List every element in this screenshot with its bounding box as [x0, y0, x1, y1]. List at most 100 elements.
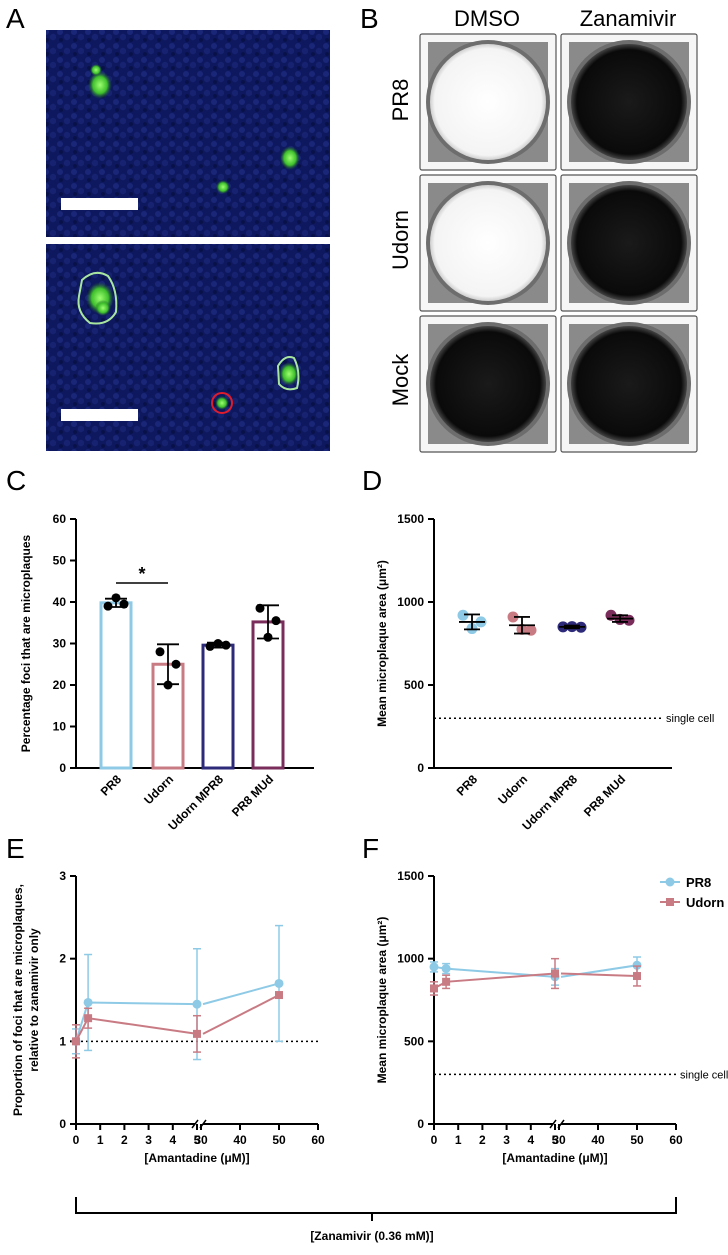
bar: [99, 601, 133, 770]
data-point: [103, 601, 113, 611]
series-line: [75, 1001, 198, 1042]
bar: [251, 620, 285, 770]
data-point: [163, 680, 173, 690]
x-axis-label: [Amantadine (μM)]: [144, 1151, 249, 1165]
data-point: [263, 632, 273, 642]
y-tick-label: 1500: [397, 512, 424, 526]
scale-bar: [61, 198, 138, 210]
series-line: [202, 994, 280, 1035]
x-tick-label: 0: [73, 1133, 80, 1147]
y-tick-label: 0: [59, 761, 66, 775]
legend-label: PR8: [686, 875, 711, 890]
data-point: [213, 639, 223, 648]
column-header-dmso: DMSO: [454, 6, 520, 31]
panel-letter-c: C: [6, 465, 26, 496]
data-point: [632, 960, 642, 970]
panel-letter-b: B: [360, 3, 379, 34]
legend-marker: [666, 898, 674, 906]
x-tick-label: 50: [272, 1133, 286, 1147]
data-point: [429, 962, 439, 972]
well-plate: DMSO Zanamivir PR8 Udorn Mock: [388, 6, 698, 453]
data-point: [623, 614, 635, 626]
panel-letter-f: F: [362, 833, 379, 864]
micrograph-top: [46, 30, 330, 237]
y-axis-label-line2: relative to zanamivir only: [27, 928, 41, 1072]
chart-panel-f: 0 500 1000 1500 0 1 2 3 4 530 40 50 60 [Amantadine (μ…: [375, 869, 728, 1165]
y-tick-label: 40: [53, 595, 67, 609]
category-label: PR8: [454, 772, 481, 799]
x-tick-label: 2: [479, 1133, 486, 1147]
zanamivir-label: [Zanamivir (0.36 mM)]: [310, 1229, 433, 1243]
axis-break: [549, 1119, 557, 1129]
significance-star: *: [138, 564, 145, 584]
x-tick-label: 30: [194, 1133, 208, 1147]
x-tick-label: 0: [431, 1133, 438, 1147]
data-point: [171, 659, 181, 669]
data-point: [442, 977, 451, 986]
column-header-zanamivir: Zanamivir: [580, 6, 677, 31]
series-line: [75, 1017, 198, 1042]
micrograph-bottom: [46, 244, 330, 451]
data-point: [192, 999, 202, 1009]
x-tick-label: 60: [311, 1133, 325, 1147]
data-point: [83, 997, 93, 1007]
category-label: Udorn: [495, 772, 530, 807]
x-axis-label: [Amantadine (μM)]: [502, 1151, 607, 1165]
y-axis-label: Percentage foci that are microplaques: [19, 534, 33, 752]
data-point: [457, 609, 469, 621]
data-point: [193, 1029, 201, 1038]
data-point: [84, 1014, 93, 1023]
x-tick-label: 3: [503, 1133, 510, 1147]
x-tick-label: 1: [97, 1133, 104, 1147]
y-tick-label: 10: [53, 720, 67, 734]
y-tick-label: 20: [53, 678, 67, 692]
y-tick-label: 1000: [397, 952, 424, 966]
bar: [201, 643, 235, 770]
data-point: [221, 640, 231, 650]
y-tick-label: 30: [53, 637, 67, 651]
reference-label: single cell: [666, 713, 714, 725]
panel-letter-a: A: [6, 3, 25, 34]
series-line: [560, 972, 638, 978]
y-tick-label: 3: [59, 869, 66, 883]
category-label: PR8: [98, 772, 125, 799]
panel-letter-e: E: [6, 833, 25, 864]
y-tick-label: 0: [417, 761, 424, 775]
x-tick-label: 4: [169, 1133, 176, 1147]
data-point: [119, 599, 129, 609]
y-tick-label: 1: [59, 1034, 66, 1048]
x-tick-label: 40: [591, 1133, 605, 1147]
x-tick-label: 60: [669, 1133, 683, 1147]
x-tick-label: 4: [527, 1133, 534, 1147]
well-white: [430, 44, 546, 160]
y-tick-label: 2: [59, 952, 66, 966]
legend-marker: [665, 877, 675, 887]
y-tick-label: 500: [404, 678, 424, 692]
category-label: PR8 MUd: [581, 772, 628, 819]
data-point: [155, 647, 165, 657]
data-point: [111, 593, 121, 603]
data-point: [633, 972, 641, 981]
axis-break: [191, 1119, 199, 1129]
series-line: [202, 982, 280, 1006]
data-point: [255, 603, 265, 613]
x-tick-label: 5: [552, 1133, 559, 1147]
zanamivir-bracket: [Zanamivir (0.36 mM)]: [75, 1197, 677, 1243]
data-point: [271, 616, 281, 626]
data-point: [441, 964, 451, 974]
category-label: PR8 MUd: [229, 772, 276, 819]
x-tick-label: 3: [145, 1133, 152, 1147]
data-point: [551, 969, 559, 978]
y-axis-label: Mean microplaque area (μm²): [375, 917, 389, 1084]
y-tick-label: 1500: [397, 869, 424, 883]
y-tick-label: 500: [404, 1034, 424, 1048]
data-point: [205, 641, 215, 651]
series-line: [433, 972, 556, 990]
legend-label: Udorn: [686, 895, 724, 910]
data-point: [275, 991, 283, 1000]
data-point: [507, 611, 519, 623]
x-tick-label: 40: [233, 1133, 247, 1147]
y-tick-label: 60: [53, 512, 67, 526]
